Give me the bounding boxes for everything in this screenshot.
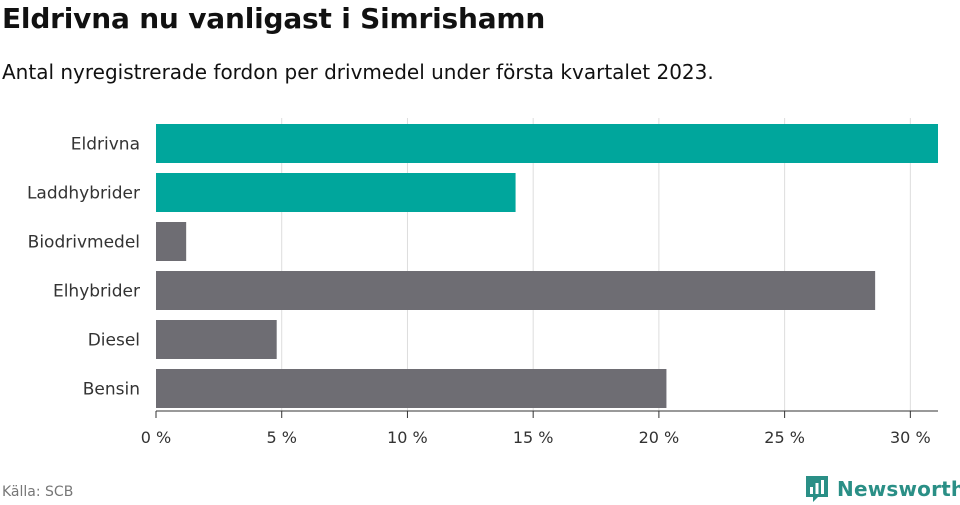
- brand-logo: Newsworthy: [804, 474, 960, 504]
- newsworthy-logo-icon: [806, 476, 828, 502]
- bar: [156, 320, 277, 359]
- bar: [156, 222, 187, 261]
- bars: [156, 124, 938, 408]
- category-label: Diesel: [88, 331, 140, 351]
- bar: [156, 271, 876, 310]
- category-label: Laddhybrider: [27, 184, 140, 204]
- source-note: Källa: SCB: [2, 484, 74, 500]
- x-axis: 0 % 5 % 10 % 15 % 20 % 25 % 30 %: [141, 410, 938, 447]
- category-labels: Eldrivna Laddhybrider Biodrivmedel Elhybrid…: [27, 135, 140, 400]
- grid-lines: [281, 118, 911, 411]
- category-label: Eldrivna: [71, 135, 140, 155]
- x-tick-label: 0 %: [141, 428, 171, 447]
- x-tick-label: 25 %: [764, 428, 805, 447]
- category-label: Elhybrider: [53, 282, 140, 302]
- chart-title: Eldrivna nu vanligast i Simrishamn: [2, 2, 546, 35]
- x-tick-label: 5 %: [266, 428, 296, 447]
- x-tick-label: 20 %: [639, 428, 680, 447]
- chart-subtitle: Antal nyregistrerade fordon per drivmede…: [2, 60, 714, 84]
- bar: [156, 124, 938, 163]
- category-label: Bensin: [83, 380, 140, 400]
- x-tick-label: 15 %: [513, 428, 554, 447]
- bar: [156, 173, 516, 212]
- bar: [156, 369, 667, 408]
- x-tick-label: 30 %: [890, 428, 931, 447]
- brand-name: Newsworthy: [837, 477, 960, 501]
- bar-chart: Eldrivna Laddhybrider Biodrivmedel Elhybrid…: [27, 118, 938, 447]
- x-tick-label: 10 %: [387, 428, 428, 447]
- category-label: Biodrivmedel: [28, 233, 140, 253]
